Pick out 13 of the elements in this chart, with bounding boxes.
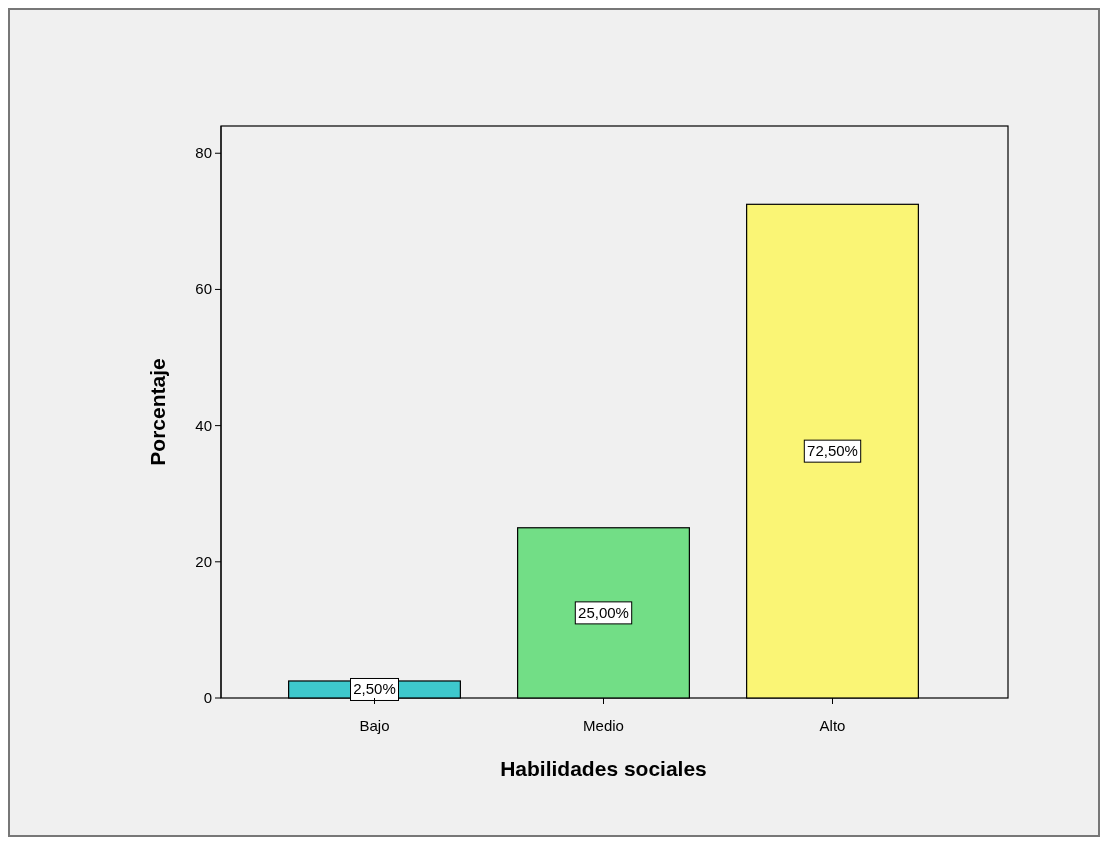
y-tick-label: 80	[195, 144, 212, 162]
x-tick-label: Medio	[583, 717, 624, 734]
data-label: 72,50%	[807, 442, 858, 460]
y-tick-label: 0	[203, 689, 212, 706]
y-tick-label: 40	[195, 416, 212, 434]
x-tick-label: Alto	[819, 717, 846, 734]
data-label: 2,50%	[353, 680, 396, 698]
x-tick-label: Bajo	[359, 717, 390, 734]
data-label: 25,00%	[578, 603, 629, 621]
y-axis-title: Porcentaje	[146, 358, 169, 466]
y-tick-label: 20	[195, 552, 212, 570]
y-tick-label: 60	[195, 280, 212, 298]
x-axis-title: Habilidades sociales	[500, 757, 707, 780]
